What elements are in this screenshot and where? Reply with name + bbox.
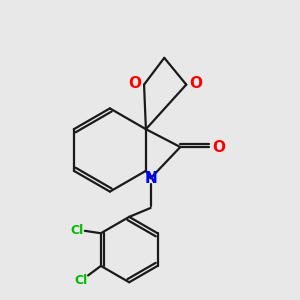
Text: O: O (212, 140, 225, 154)
Text: N: N (144, 171, 157, 186)
Text: O: O (128, 76, 141, 91)
Text: O: O (189, 76, 202, 91)
Text: Cl: Cl (70, 224, 83, 237)
Text: Cl: Cl (75, 274, 88, 287)
